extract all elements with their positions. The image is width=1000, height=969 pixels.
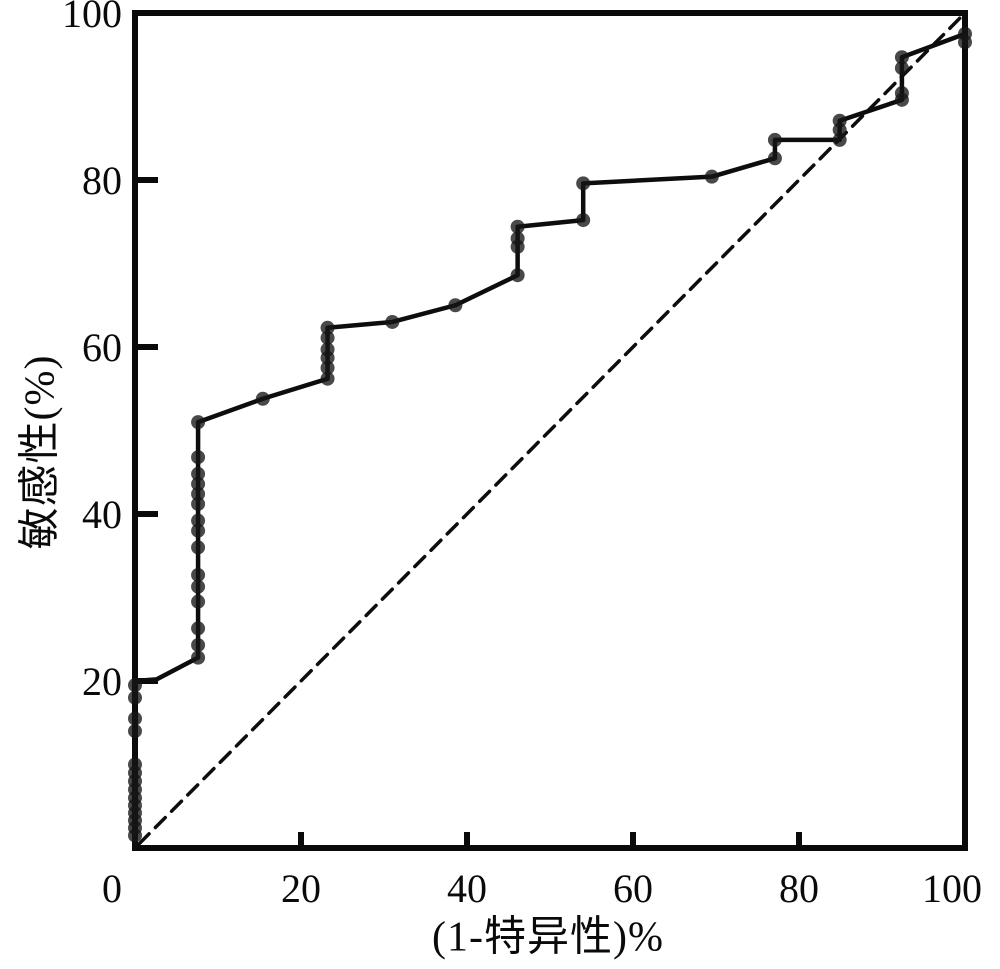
data-point: [128, 711, 142, 726]
y-axis-title: 敏感性(%): [17, 354, 64, 550]
data-point: [320, 371, 335, 386]
data-point: [576, 176, 591, 191]
data-point: [191, 650, 206, 665]
data-point: [128, 757, 142, 772]
data-point: [128, 690, 142, 705]
data-point: [385, 314, 400, 329]
data-point: [510, 219, 525, 234]
y-tick-label-100: 100: [62, 0, 122, 36]
x-tick-label-20: 20: [281, 866, 321, 911]
roc-curve-line: [132, 31, 968, 851]
data-point: [510, 231, 525, 246]
data-point: [510, 268, 525, 283]
data-point: [191, 466, 206, 481]
data-point: [191, 476, 206, 491]
x-tick-label-80: 80: [779, 866, 819, 911]
x-tick-label-0: 0: [102, 866, 122, 911]
data-point: [191, 638, 206, 653]
y-tick-label-60: 60: [82, 325, 122, 370]
data-point: [894, 50, 909, 65]
data-point: [958, 26, 972, 41]
data-point: [191, 513, 206, 528]
data-point: [832, 113, 847, 128]
data-point: [191, 567, 206, 582]
data-point: [576, 213, 591, 228]
data-point: [191, 621, 206, 636]
data-point: [894, 61, 909, 76]
data-point: [320, 342, 335, 357]
data-point: [767, 151, 782, 166]
data-point: [320, 330, 335, 345]
data-point: [128, 678, 142, 693]
data-point: [767, 132, 782, 147]
data-point: [448, 298, 463, 313]
data-point: [704, 169, 719, 184]
data-point: [320, 360, 335, 375]
y-tick-label-20: 20: [82, 659, 122, 704]
x-tick-label-40: 40: [447, 866, 487, 911]
y-tick-label-80: 80: [82, 158, 122, 203]
plot-border: [132, 10, 968, 851]
data-point: [191, 523, 206, 538]
data-point: [191, 540, 206, 555]
y-tick-label-40: 40: [82, 492, 122, 537]
data-point: [128, 724, 142, 739]
data-point: [255, 391, 270, 406]
data-point: [832, 132, 847, 147]
data-point: [320, 320, 335, 335]
data-point: [191, 486, 206, 501]
x-tick-label-60: 60: [613, 866, 653, 911]
data-point: [191, 594, 206, 609]
data-point: [191, 496, 206, 511]
data-point: [894, 86, 909, 101]
data-point: [191, 415, 206, 430]
data-point: [191, 579, 206, 594]
data-point: [191, 450, 206, 465]
reference-diagonal-line: [137, 11, 967, 846]
x-axis-title: (1-特异性)%: [432, 914, 664, 961]
x-tick-label-100: 100: [922, 866, 982, 911]
